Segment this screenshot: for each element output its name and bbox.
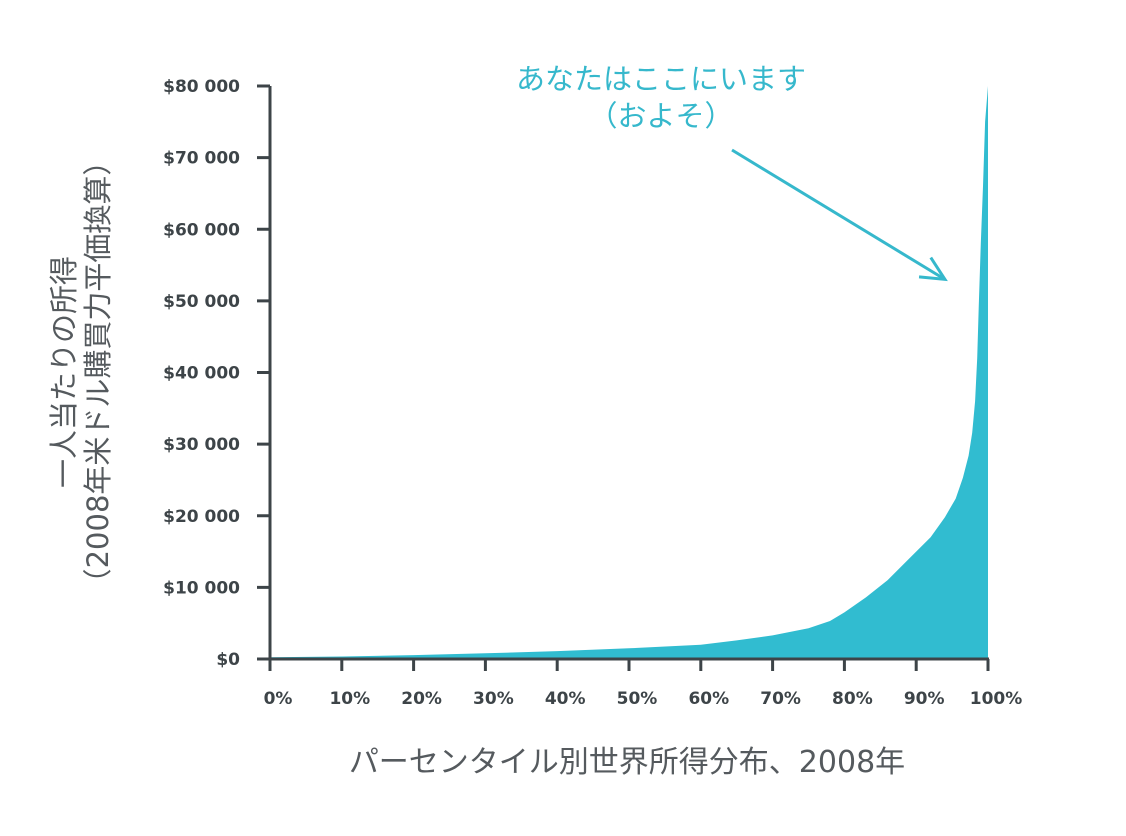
y-tick-label: $0 xyxy=(216,650,240,670)
income-area xyxy=(270,86,988,659)
annotation-arrow-icon xyxy=(731,148,948,282)
x-tick-label: 60% xyxy=(688,689,729,709)
y-tick-label: $70 000 xyxy=(163,149,240,169)
x-tick-label: 0% xyxy=(264,689,293,709)
y-tick-label: $60 000 xyxy=(163,220,240,240)
x-axis-title: パーセンタイル別世界所得分布、2008年 xyxy=(349,745,905,780)
y-tick-label: $80 000 xyxy=(163,77,240,97)
y-axis: $0 $10 000 $20 000 $30 000 $40 000 $50 000 $60… xyxy=(163,77,272,670)
x-axis: 0% 10% 20% 30% 40% 50% 60% 70% 80% 90% 100% xyxy=(264,657,1023,709)
y-tick-label: $20 000 xyxy=(163,507,240,527)
x-tick-label: 50% xyxy=(617,689,658,709)
annotation: あなたはここにいます （およそ） xyxy=(516,62,948,282)
x-tick-label: 80% xyxy=(832,689,873,709)
x-tick-label: 10% xyxy=(329,689,370,709)
annotation-line-2: （およそ） xyxy=(588,99,733,133)
x-tick-label: 70% xyxy=(760,689,801,709)
y-tick-label: $50 000 xyxy=(163,292,240,312)
arrow-head xyxy=(918,256,948,282)
x-tick-label: 40% xyxy=(545,689,586,709)
y-tick-label: $30 000 xyxy=(163,435,240,455)
annotation-line-1: あなたはここにいます xyxy=(516,62,806,96)
y-tick-label: $10 000 xyxy=(163,578,240,598)
y-tick-label: $40 000 xyxy=(163,364,240,384)
x-tick-label: 30% xyxy=(473,689,514,709)
y-axis-title: 一人当たりの所得 （2008年米ドル購買力平価換算） xyxy=(47,147,115,598)
x-tick-label: 20% xyxy=(401,689,442,709)
y-axis-title-line-2: （2008年米ドル購買力平価換算） xyxy=(81,147,115,598)
y-axis-title-line-1: 一人当たりの所得 xyxy=(47,256,81,488)
arrow-shaft xyxy=(731,148,946,281)
x-tick-label: 100% xyxy=(970,689,1023,709)
x-tick-label: 90% xyxy=(904,689,945,709)
